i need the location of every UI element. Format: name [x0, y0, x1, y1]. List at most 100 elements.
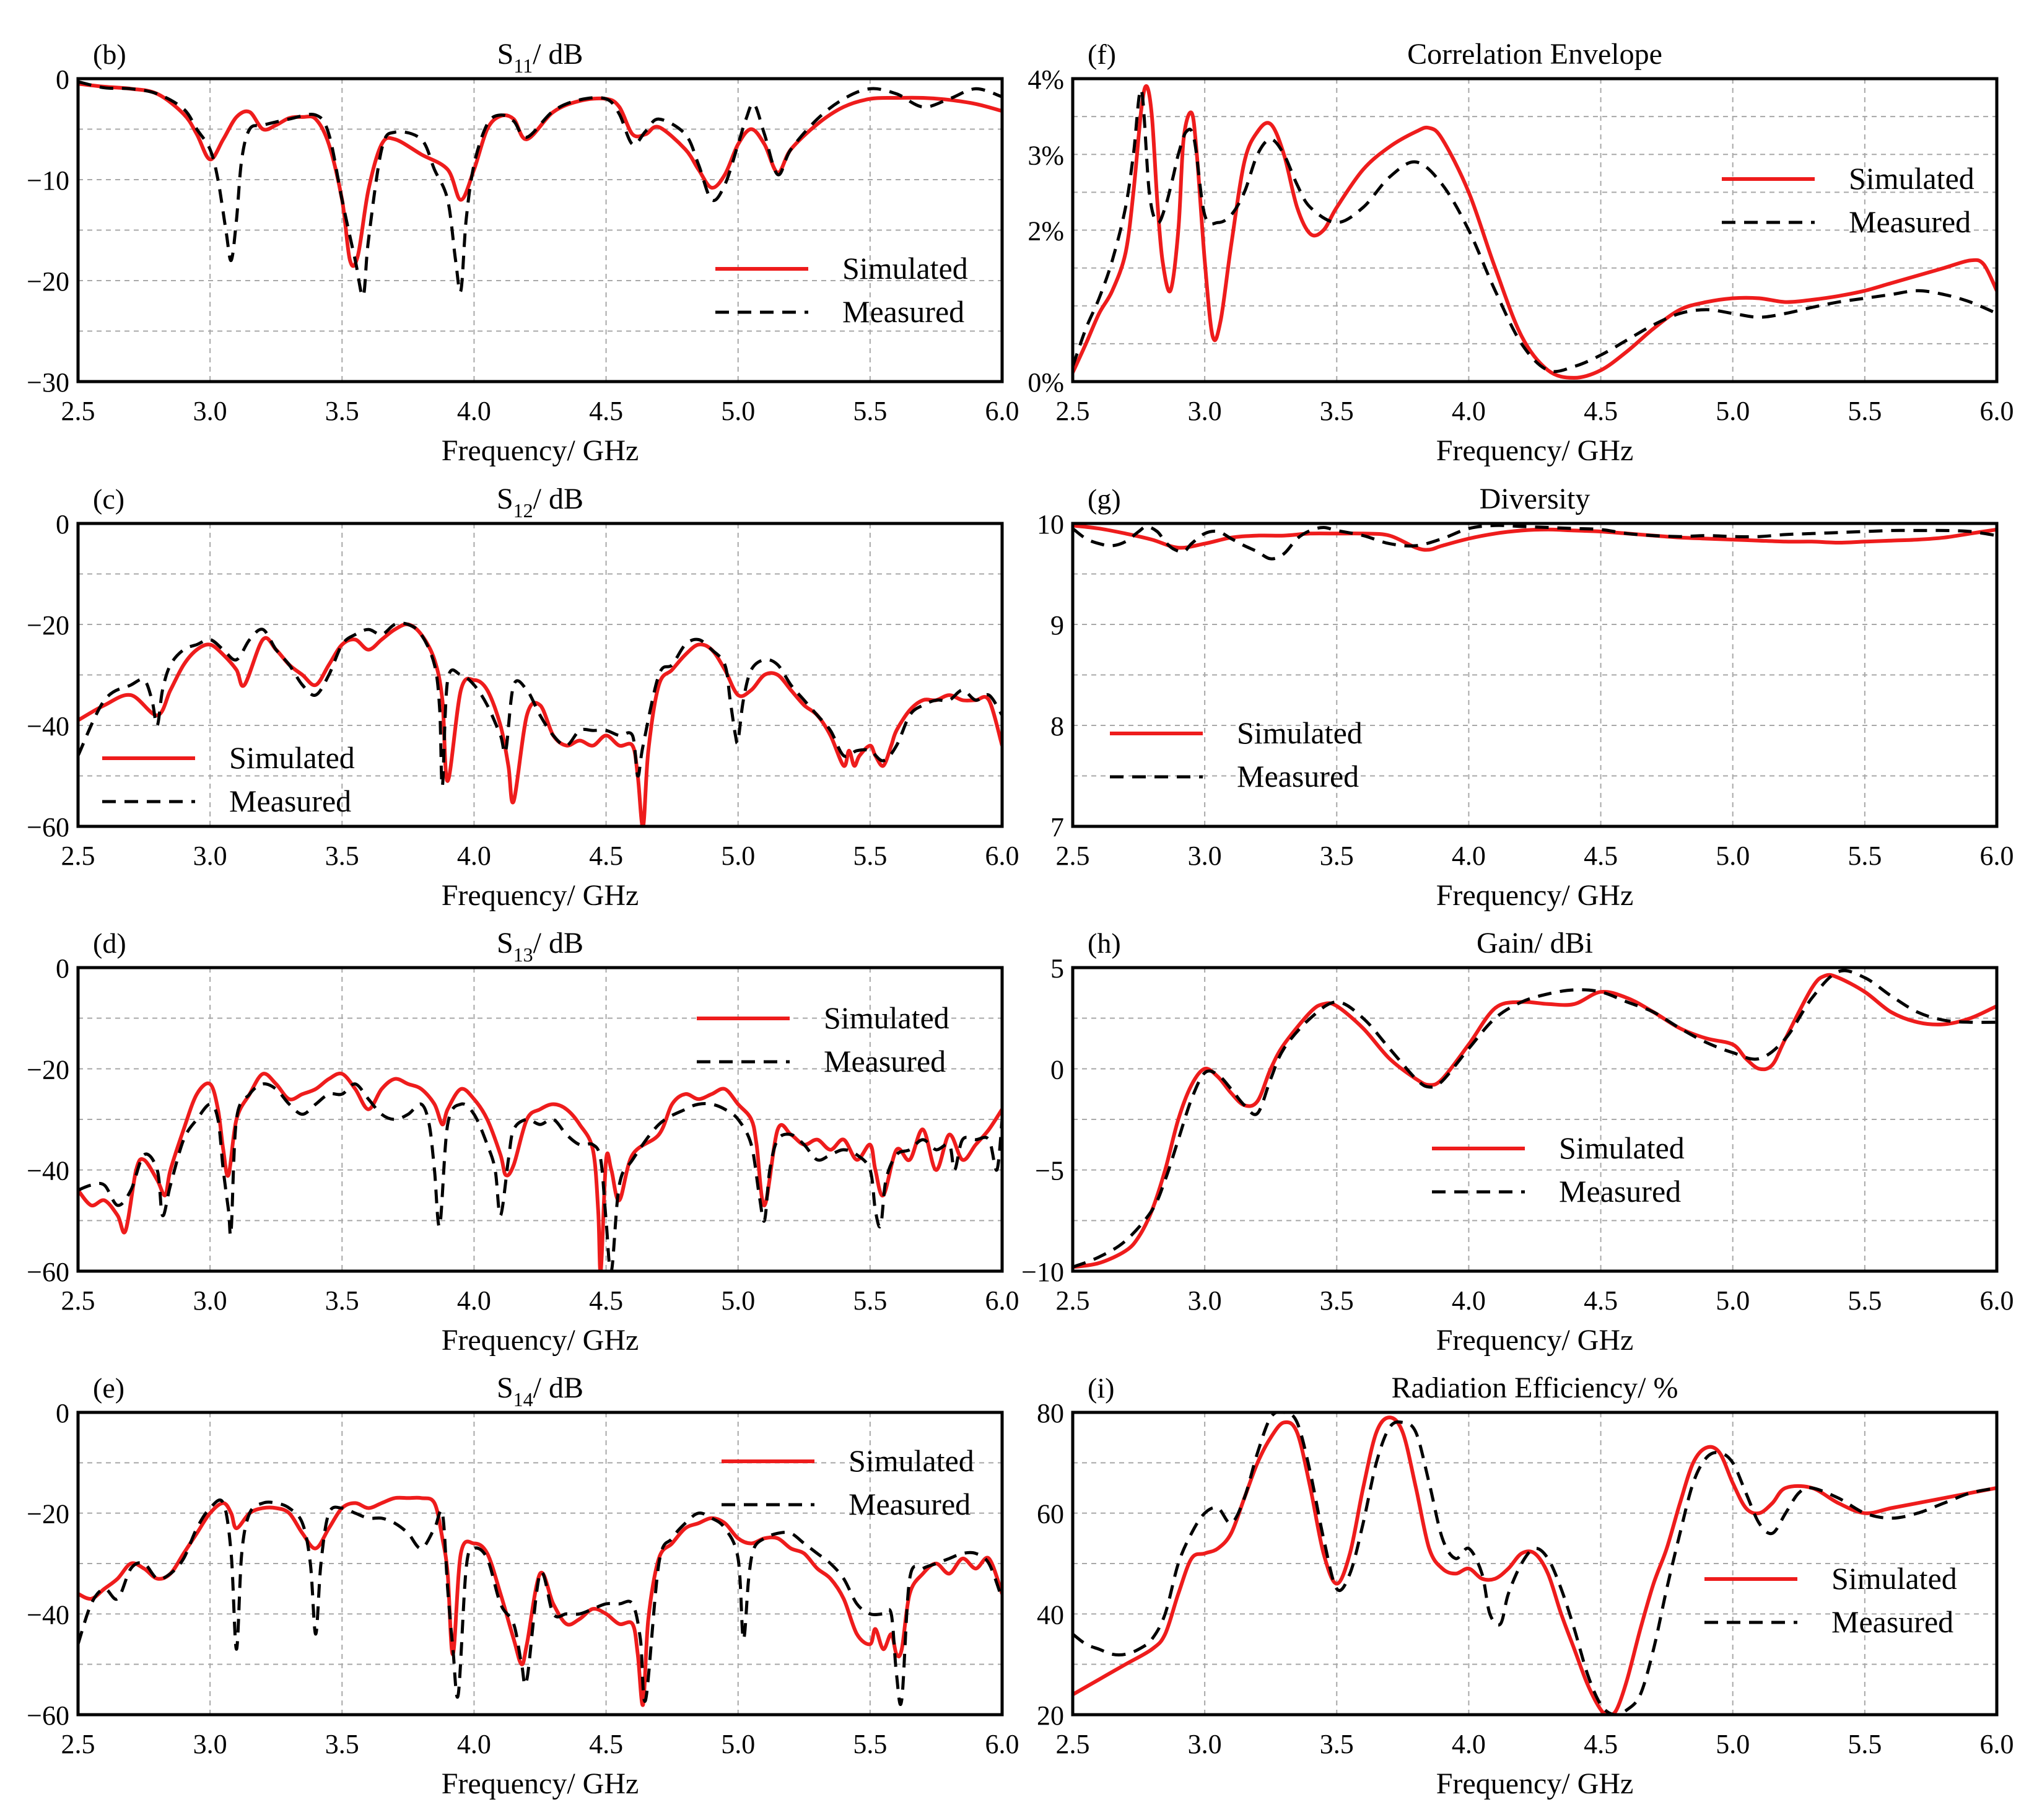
y-tick-label: 5: [1050, 953, 1064, 984]
legend-measured-label: Measured: [1559, 1174, 1681, 1209]
y-tick-label: 2%: [1028, 216, 1064, 247]
x-axis-label: Frequency/ GHz: [442, 879, 639, 912]
legend: Simulated Measured: [722, 1443, 974, 1521]
legend: Simulated Measured: [1110, 715, 1363, 794]
plot-frame: [1071, 966, 1999, 1273]
chart-panel-g: 2.5 3.0 3.5 4.0 4.5 5.0 5.5 6.0 10 9 8 7 Frequency/ …: [1037, 483, 2014, 912]
plot-frame: [1071, 522, 1999, 828]
title-main: S: [497, 927, 513, 960]
panel-label: (e): [93, 1372, 124, 1404]
x-tick-label: 4.5: [1584, 1285, 1618, 1316]
panel-label: (d): [93, 927, 126, 959]
x-tick-label: 5.0: [721, 396, 755, 426]
x-tick-label: 5.0: [721, 1285, 755, 1316]
title-rest: / dB: [533, 38, 583, 71]
x-tick-label: 6.0: [1980, 1285, 2014, 1316]
x-tick-label: 3.0: [193, 841, 227, 871]
x-tick-label: 5.5: [1848, 1729, 1882, 1759]
x-tick-label: 3.0: [193, 1729, 227, 1759]
x-tick-label: 3.0: [1188, 841, 1222, 871]
panel-label: (b): [93, 38, 126, 70]
y-tick-label: −40: [27, 711, 69, 742]
y-tick-label: 4%: [1028, 64, 1064, 95]
y-tick-label: 0: [56, 509, 69, 540]
series-line-measured: [1073, 969, 1997, 1269]
series-line-simulated: [1073, 84, 1997, 380]
panel-label: (g): [1088, 483, 1121, 515]
y-tick-label: −20: [27, 1054, 69, 1085]
x-tick-label: 3.5: [1320, 841, 1354, 871]
chart-panel-b: 2.5 3.0 3.5 4.0 4.5 5.0 5.5 6.0 0 −10 −20 −30 Freque…: [27, 38, 1019, 467]
x-tick-label: 6.0: [985, 841, 1019, 871]
y-tick-label: −20: [27, 266, 69, 297]
x-tick-label: 5.5: [1848, 1285, 1882, 1316]
x-tick-label: 2.5: [61, 841, 95, 871]
series-line-measured: [1073, 1412, 1997, 1715]
x-tick-label: 3.0: [193, 396, 227, 426]
x-tick-label: 5.0: [1716, 1285, 1750, 1316]
x-tick-label: 3.5: [325, 396, 359, 426]
legend-measured-label: Measured: [229, 784, 351, 818]
x-tick-label: 3.5: [325, 841, 359, 871]
x-tick-label: 5.5: [853, 396, 887, 426]
y-tick-label: −10: [27, 165, 69, 196]
x-tick-label: 3.5: [1320, 1729, 1354, 1759]
legend-measured-label: Measured: [842, 294, 964, 329]
legend-measured-label: Measured: [1849, 204, 1971, 239]
x-axis-label: Frequency/ GHz: [442, 1324, 639, 1357]
y-tick-label: −20: [27, 610, 69, 641]
legend-simulated-label: Simulated: [1831, 1561, 1957, 1596]
x-tick-label: 4.5: [589, 396, 623, 426]
plot-frame: [1071, 77, 1999, 383]
series-line-measured: [1073, 88, 1997, 374]
chart-panel-f: 2.5 3.0 3.5 4.0 4.5 5.0 5.5 6.0 4% 3% 2% 0% Frequenc…: [1028, 38, 2014, 467]
x-tick-label: 4.5: [589, 841, 623, 871]
x-axis-label: Frequency/ GHz: [1436, 1324, 1634, 1357]
series-line-simulated: [78, 1495, 1002, 1707]
y-tick-label: 40: [1037, 1599, 1064, 1630]
chart-panel-e: 2.5 3.0 3.5 4.0 4.5 5.0 5.5 6.0 0 −20 −40 −60 Freque…: [27, 1372, 1019, 1800]
x-tick-label: 4.0: [457, 1285, 491, 1316]
y-tick-label: 0: [56, 64, 69, 95]
legend: Simulated Measured: [102, 740, 355, 818]
x-tick-label: 5.5: [853, 1285, 887, 1316]
chart-title: S13/ dB: [497, 927, 583, 966]
x-tick-label: 4.0: [1452, 396, 1486, 426]
legend-simulated-label: Simulated: [1559, 1131, 1685, 1165]
y-tick-label: 0: [56, 1398, 69, 1428]
legend: Simulated Measured: [697, 1000, 949, 1078]
x-tick-label: 3.0: [193, 1285, 227, 1316]
x-tick-label: 4.5: [589, 1729, 623, 1759]
y-tick-label: 7: [1050, 812, 1064, 842]
chart-panel-d: 2.5 3.0 3.5 4.0 4.5 5.0 5.5 6.0 0 −20 −40 −60 Freque…: [27, 927, 1019, 1357]
x-tick-label: 5.0: [1716, 1729, 1750, 1759]
plot-frame: [1071, 1411, 1999, 1717]
x-tick-label: 2.5: [1056, 1285, 1090, 1316]
x-tick-label: 4.0: [1452, 1285, 1486, 1316]
x-tick-label: 6.0: [985, 396, 1019, 426]
x-tick-label: 3.0: [1188, 1729, 1222, 1759]
x-tick-label: 5.0: [721, 841, 755, 871]
x-tick-label: 4.5: [1584, 1729, 1618, 1759]
legend: Simulated Measured: [1432, 1131, 1685, 1209]
y-tick-label: −60: [27, 1257, 69, 1287]
x-tick-label: 4.5: [1584, 396, 1618, 426]
chart-title: Radiation Efficiency/ %: [1392, 1372, 1678, 1404]
y-tick-label: 0: [1050, 1054, 1064, 1085]
series-line-measured: [78, 621, 1002, 788]
legend-simulated-label: Simulated: [849, 1443, 974, 1478]
y-tick-label: 3%: [1028, 140, 1064, 170]
y-tick-label: 0: [56, 953, 69, 984]
title-subscript: 14: [513, 1388, 533, 1411]
title-main: S: [497, 38, 514, 71]
series-line-measured: [78, 1082, 1002, 1271]
legend-measured-label: Measured: [824, 1044, 946, 1078]
y-tick-label: −60: [27, 812, 69, 842]
x-tick-label: 3.5: [325, 1285, 359, 1316]
title-rest: / dB: [533, 483, 583, 515]
chart-title: S11/ dB: [497, 38, 583, 77]
legend-simulated-label: Simulated: [842, 251, 968, 286]
legend-simulated-label: Simulated: [1849, 161, 1974, 196]
y-tick-label: 10: [1037, 509, 1064, 540]
series-line-simulated: [78, 1071, 1002, 1271]
